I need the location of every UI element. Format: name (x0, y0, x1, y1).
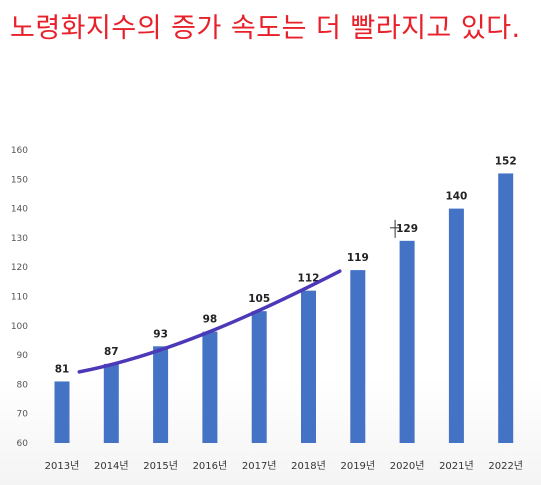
bar (301, 290, 316, 443)
y-tick-label: 100 (11, 322, 28, 332)
y-tick-label: 60 (17, 439, 29, 449)
bar (251, 311, 267, 443)
y-tick-label: 140 (11, 205, 28, 215)
bar (448, 208, 464, 443)
x-tick-label: 2021년 (439, 460, 474, 472)
x-tick-label: 2019년 (340, 460, 375, 472)
y-tick-label: 80 (17, 380, 29, 390)
x-tick-label: 2022년 (488, 460, 523, 472)
bar (350, 270, 366, 443)
bar (103, 363, 119, 443)
y-tick-label: 160 (11, 146, 28, 156)
y-tick-label: 70 (17, 410, 29, 420)
data-label: 87 (104, 346, 119, 358)
data-labels: 81 87 93 98 105 112 119 129 140 152 (55, 155, 517, 375)
bar (202, 331, 218, 443)
bars (54, 173, 514, 443)
data-label: 93 (153, 328, 168, 340)
y-tick-label: 120 (11, 263, 28, 273)
y-tick-label: 130 (11, 234, 28, 244)
bar (399, 240, 415, 443)
data-label: 81 (55, 363, 70, 375)
x-tick-label: 2018년 (291, 460, 326, 472)
x-tick-label: 2015년 (143, 460, 178, 472)
data-label: 98 (203, 314, 218, 326)
x-axis-labels: 2013년 2014년 2015년 2016년 2017년 2018년 2019년 2020년… (45, 460, 523, 472)
bar (153, 346, 169, 443)
data-label: 152 (495, 155, 517, 167)
x-tick-label: 2013년 (45, 460, 80, 472)
data-label: 129 (396, 223, 418, 235)
data-label: 105 (248, 293, 270, 305)
y-tick-label: 150 (11, 175, 28, 185)
bar (54, 381, 70, 443)
x-tick-label: 2016년 (193, 460, 228, 472)
headline-text: 노령화지수의 증가 속도는 더 빨라지고 있다. (10, 13, 521, 44)
x-tick-label: 2014년 (94, 460, 129, 472)
data-label: 112 (298, 273, 320, 285)
y-tick-label: 110 (11, 293, 28, 303)
annotation (77, 219, 401, 374)
x-tick-label: 2020년 (390, 460, 425, 472)
data-label: 119 (347, 252, 369, 264)
y-tick-label: 90 (17, 351, 29, 361)
y-axis: 60 70 80 90 100 110 120 130 140 150 160 (11, 146, 28, 449)
trend-curve (77, 269, 342, 374)
bar (498, 173, 514, 443)
data-label: 140 (445, 191, 467, 203)
x-tick-label: 2017년 (242, 460, 277, 472)
